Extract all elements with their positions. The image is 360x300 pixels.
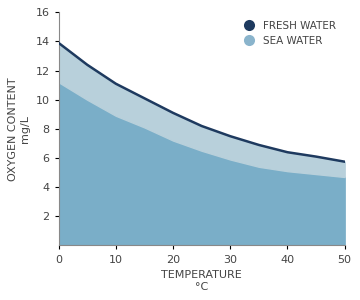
Y-axis label: OXYGEN CONTENT
mg/L: OXYGEN CONTENT mg/L bbox=[8, 77, 30, 181]
Legend: FRESH WATER, SEA WATER: FRESH WATER, SEA WATER bbox=[235, 17, 339, 49]
X-axis label: TEMPERATURE
°C: TEMPERATURE °C bbox=[161, 270, 242, 292]
